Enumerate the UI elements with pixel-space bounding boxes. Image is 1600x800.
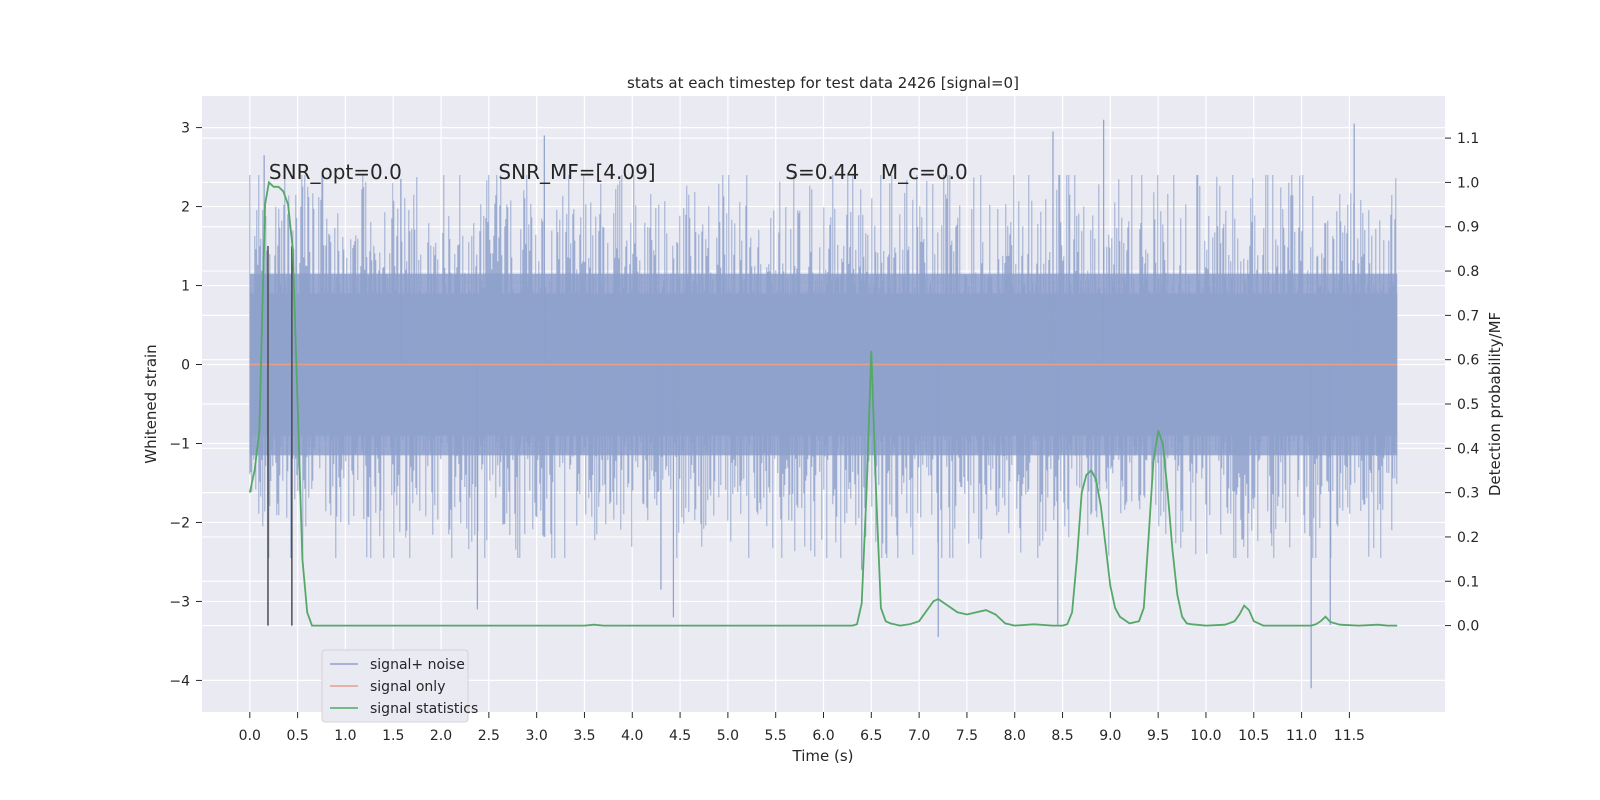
- y-tick-label: −1: [169, 436, 190, 452]
- y-tick-label: 1: [181, 279, 190, 295]
- signal-statistics-series: [248, 180, 1398, 627]
- x-tick-label: 4.0: [621, 728, 643, 744]
- y-tick-label: −2: [169, 515, 190, 531]
- x-tick-label: 9.0: [1099, 728, 1121, 744]
- x-tick-label: 11.0: [1286, 728, 1317, 744]
- x-tick-label: 7.5: [956, 728, 978, 744]
- legend-box: [321, 649, 469, 723]
- x-axis-label: Time (s): [792, 747, 854, 765]
- x-tick-label: 10.0: [1190, 728, 1221, 744]
- x-tick-label: 5.0: [717, 728, 739, 744]
- x-tick-label: 2.0: [430, 728, 452, 744]
- x-tick-label: 11.5: [1334, 728, 1365, 744]
- annotation-mc: M_c=0.0: [881, 160, 968, 184]
- y2-tick-label: 0.6: [1457, 353, 1479, 369]
- vertical-markers: [267, 246, 293, 626]
- y-tick-label: −4: [169, 673, 190, 689]
- y2-axis-label: Detection probability/MF: [1486, 312, 1504, 496]
- tick-labels: 0.0 0.5 1.0 1.5 2.0 2.5 3.0 3.5 4.0 4.5 5.0 5.5 6.0 6…: [169, 121, 1479, 744]
- y2-tick-label: 0.3: [1457, 486, 1479, 502]
- y2-tick-label: 0.7: [1457, 308, 1479, 324]
- y-tick-label: 2: [181, 200, 190, 216]
- y-tick-label: 3: [181, 121, 190, 137]
- y-tick-label: −3: [169, 594, 190, 610]
- x-tick-label: 8.5: [1051, 728, 1073, 744]
- y-tick-label: 0: [181, 358, 190, 374]
- chart-title: stats at each timestep for test data 242…: [627, 74, 1019, 92]
- annotation-snr-mf: SNR_MF=[4.09]: [498, 160, 655, 184]
- x-tick-label: 10.5: [1238, 728, 1269, 744]
- x-tick-label: 8.0: [1004, 728, 1026, 744]
- y2-tick-label: 0.4: [1457, 441, 1479, 457]
- x-tick-label: 3.0: [526, 728, 548, 744]
- x-tick-label: 5.5: [765, 728, 787, 744]
- signal-statistics-line: [248, 180, 1398, 627]
- x-tick-label: 4.5: [669, 728, 691, 744]
- legend: signal+ noise signal only signal statist…: [321, 649, 478, 723]
- legend-label-signal-plus-noise: signal+ noise: [370, 657, 465, 673]
- x-tick-label: 3.5: [573, 728, 595, 744]
- x-tick-label: 1.5: [382, 728, 404, 744]
- x-tick-label: 7.0: [908, 728, 930, 744]
- x-tick-label: 1.0: [334, 728, 356, 744]
- y2-tick-label: 0.9: [1457, 220, 1479, 236]
- y2-tick-label: 0.5: [1457, 397, 1479, 413]
- y2-tick-label: 0.1: [1457, 574, 1479, 590]
- x-tick-label: 2.5: [478, 728, 500, 744]
- y2-tick-label: 1.1: [1457, 131, 1479, 147]
- y-axis-label: Whitened strain: [142, 344, 160, 463]
- x-tick-label: 6.0: [812, 728, 834, 744]
- annotation-s: S=0.44: [785, 160, 859, 184]
- legend-label-signal-statistics: signal statistics: [370, 701, 478, 717]
- annotations: SNR_opt=0.0 SNR_MF=[4.09] S=0.44 M_c=0.0: [269, 160, 968, 184]
- legend-label-signal-only: signal only: [370, 679, 445, 695]
- x-tick-label: 0.5: [286, 728, 308, 744]
- y2-tick-label: 1.0: [1457, 175, 1479, 191]
- y2-tick-label: 0.2: [1457, 530, 1479, 546]
- x-tick-label: 9.5: [1147, 728, 1169, 744]
- annotation-snr-opt: SNR_opt=0.0: [269, 160, 402, 184]
- x-tick-label: 6.5: [860, 728, 882, 744]
- y2-tick-label: 0.0: [1457, 619, 1479, 635]
- x-tick-label: 0.0: [239, 728, 261, 744]
- y2-tick-label: 0.8: [1457, 264, 1479, 280]
